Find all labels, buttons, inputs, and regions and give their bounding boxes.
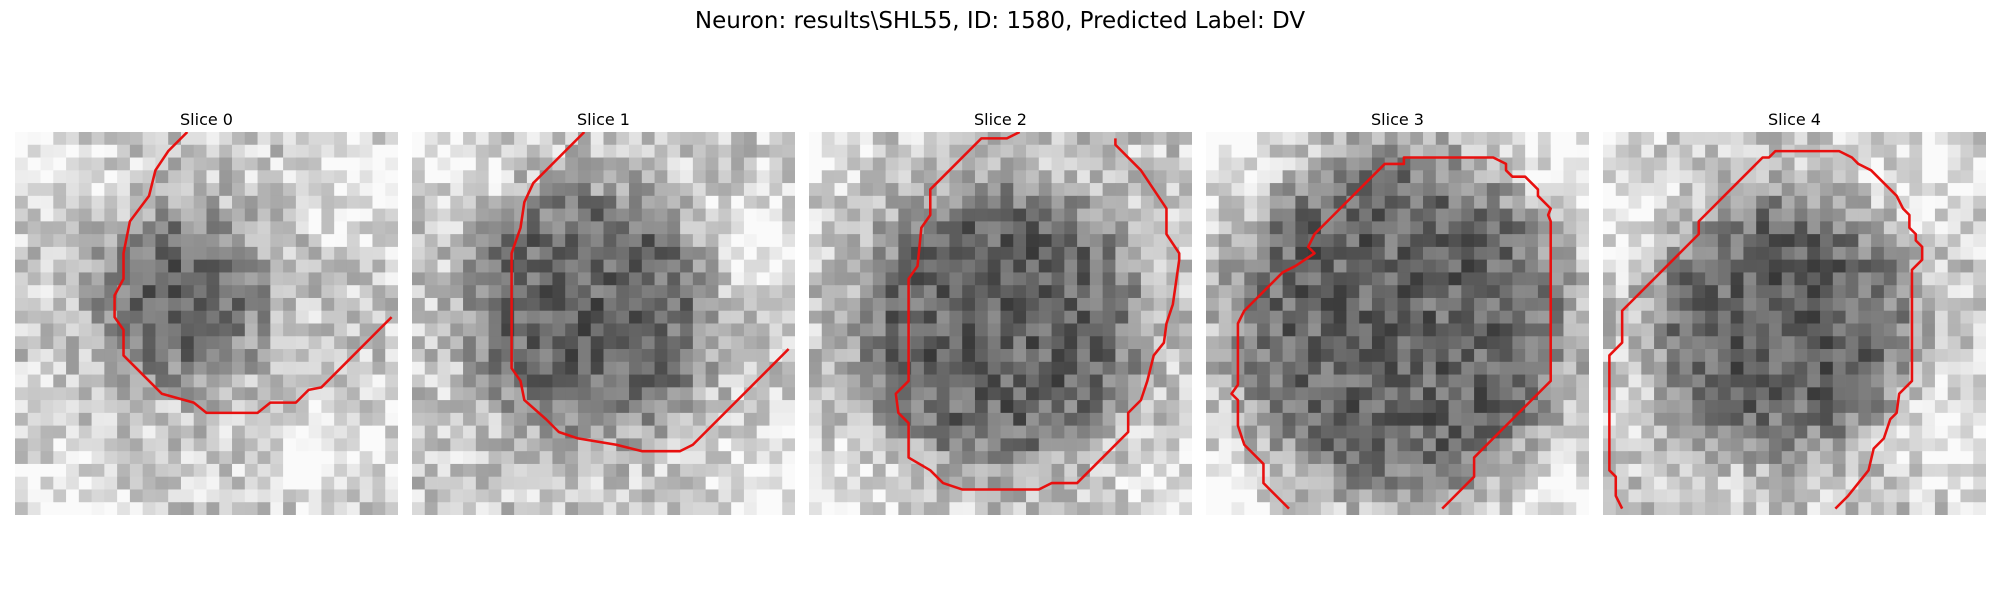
slice-image (412, 132, 795, 515)
slice-panel-1: Slice 1 (412, 108, 795, 515)
slice-panel-3: Slice 3 (1206, 108, 1589, 515)
slice-image (15, 132, 398, 515)
segmentation-contour (894, 132, 1181, 491)
segmentation-contour (1608, 149, 1924, 510)
slice-title: Slice 1 (577, 110, 630, 129)
slice-image (1603, 132, 1986, 515)
figure-title: Neuron: results\SHL55, ID: 1580, Predict… (694, 8, 1306, 34)
slice-title: Slice 4 (1768, 110, 1821, 129)
segmentation-contour (1230, 156, 1552, 510)
slice-panel-2: Slice 2 (809, 108, 1192, 515)
slice-panel-4: Slice 4 (1603, 108, 1986, 515)
slice-title: Slice 2 (974, 110, 1027, 129)
slice-title: Slice 3 (1371, 110, 1424, 129)
segmentation-contour (510, 132, 790, 453)
slice-panel-0: Slice 0 (15, 108, 398, 515)
segmentation-contour (113, 132, 393, 415)
slice-image (1206, 132, 1589, 515)
slice-image (809, 132, 1192, 515)
slice-title: Slice 0 (180, 110, 233, 129)
